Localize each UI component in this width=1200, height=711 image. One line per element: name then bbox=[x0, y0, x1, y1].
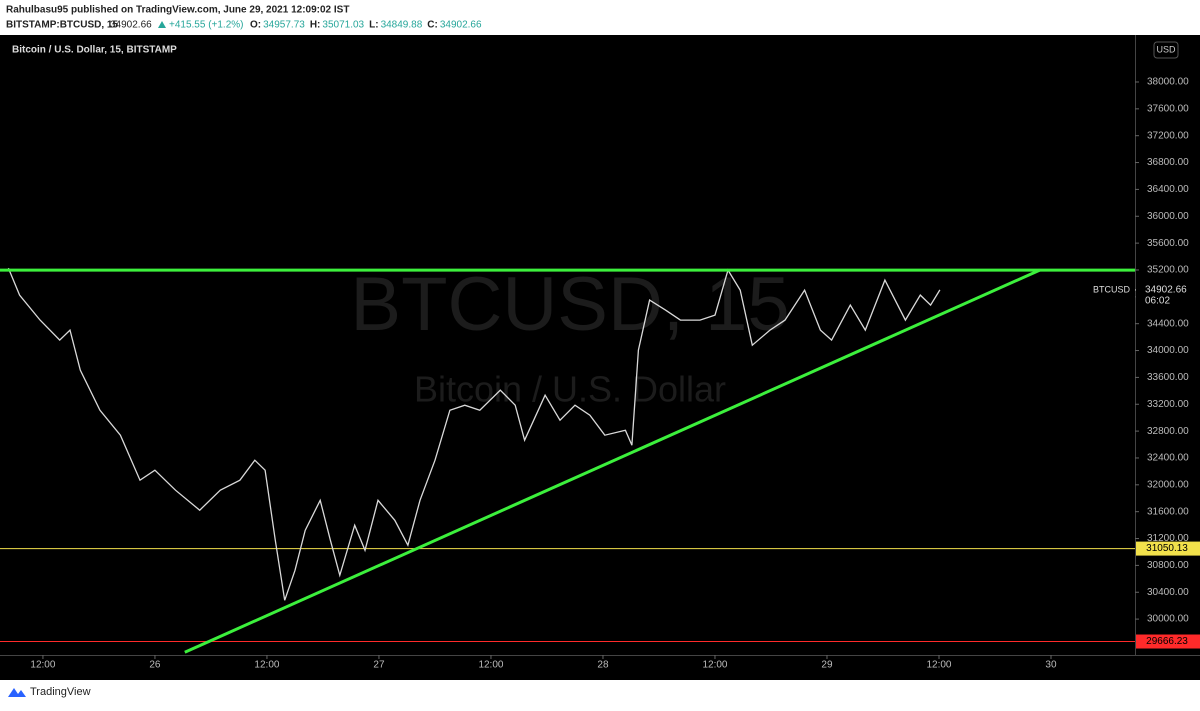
x-tick-label: 26 bbox=[149, 660, 161, 671]
trendline bbox=[184, 268, 1041, 654]
y-tick-label: 31600.00 bbox=[1147, 506, 1189, 517]
price-level-label: 29666.23 bbox=[1146, 636, 1188, 647]
price-level-box bbox=[1136, 634, 1200, 649]
ohlc-label: H: bbox=[310, 20, 321, 31]
last-price-label: 34902.66 bbox=[1145, 285, 1187, 296]
y-tick-label: 32800.00 bbox=[1147, 426, 1189, 437]
price-line bbox=[7, 267, 941, 601]
ohlc-value: 35071.03 bbox=[322, 20, 364, 31]
x-tick-label: 30 bbox=[1045, 660, 1057, 671]
y-tick-label: 33200.00 bbox=[1147, 399, 1189, 410]
y-tick-label: 34000.00 bbox=[1147, 345, 1189, 356]
y-tick-label: 37200.00 bbox=[1147, 130, 1189, 141]
symbol-label: BTCUSD bbox=[1093, 284, 1131, 294]
change: +415.55 (+1.2%) bbox=[169, 20, 244, 31]
chart-background bbox=[0, 35, 1200, 680]
plot: 30000.00 30400.00 30800.00 31200.00 31600.00… bbox=[0, 77, 1200, 671]
y-tick-label: 37600.00 bbox=[1147, 103, 1189, 114]
y-tick-label: 30800.00 bbox=[1147, 560, 1189, 571]
currency: USD bbox=[1156, 44, 1176, 54]
y-tick-label: 36400.00 bbox=[1147, 184, 1189, 195]
ohlc-value: 34902.66 bbox=[440, 20, 482, 31]
x-tick-label: 29 bbox=[821, 660, 833, 671]
logo bbox=[8, 688, 26, 697]
x-tick-label: 28 bbox=[597, 660, 609, 671]
countdown: 06:02 bbox=[1145, 296, 1170, 307]
y-tick-label: 30000.00 bbox=[1147, 614, 1189, 625]
price-level-label: 31050.13 bbox=[1146, 543, 1188, 554]
x-tick-label: 12:00 bbox=[254, 660, 279, 671]
symbol: BITSTAMP:BTCUSD, 15 bbox=[6, 20, 118, 31]
ohlc-value: 34957.73 bbox=[263, 20, 305, 31]
currency-box bbox=[1153, 41, 1179, 59]
ohlc-label: L: bbox=[369, 20, 378, 31]
y-tick-label: 32400.00 bbox=[1147, 453, 1189, 464]
y-tick-label: 35200.00 bbox=[1147, 265, 1189, 276]
brand: TradingView bbox=[30, 686, 91, 698]
legend-title: Bitcoin / U.S. Dollar, 15, BITSTAMP bbox=[12, 45, 177, 56]
last-price: 34902.66 bbox=[110, 20, 152, 31]
y-tick-label: 32000.00 bbox=[1147, 479, 1189, 490]
up-arrow bbox=[158, 21, 166, 28]
y-tick-label: 35600.00 bbox=[1147, 238, 1189, 249]
x-tick-label: 12:00 bbox=[478, 660, 503, 671]
x-tick-label: 12:00 bbox=[702, 660, 727, 671]
y-tick-label: 31200.00 bbox=[1147, 533, 1189, 544]
symbol-line: BITSTAMP:BTCUSD, 15 34902.66 +415.55 (+1… bbox=[6, 20, 482, 31]
watermark-sub: Bitcoin / U.S. Dollar bbox=[414, 369, 726, 410]
ohlc-label: O: bbox=[250, 20, 261, 31]
author-line: Rahulbasu95 published on TradingView.com… bbox=[6, 5, 349, 16]
y-tick-label: 30400.00 bbox=[1147, 587, 1189, 598]
y-tick-label: 36800.00 bbox=[1147, 157, 1189, 168]
ohlc-label: C: bbox=[427, 20, 438, 31]
last-price-box bbox=[1136, 280, 1200, 307]
x-tick-label: 27 bbox=[373, 660, 385, 671]
ohlc-value: 34849.88 bbox=[381, 20, 423, 31]
x-tick-label: 12:00 bbox=[30, 660, 55, 671]
footer bbox=[0, 680, 1200, 706]
y-tick-label: 36000.00 bbox=[1147, 211, 1189, 222]
y-tick-label: 34400.00 bbox=[1147, 318, 1189, 329]
x-tick-label: 12:00 bbox=[926, 660, 951, 671]
price-level-box bbox=[1136, 541, 1200, 556]
y-tick-label: 33600.00 bbox=[1147, 372, 1189, 383]
y-tick-label: 38000.00 bbox=[1147, 77, 1189, 88]
watermark: BTCUSD, 15 bbox=[350, 262, 789, 347]
